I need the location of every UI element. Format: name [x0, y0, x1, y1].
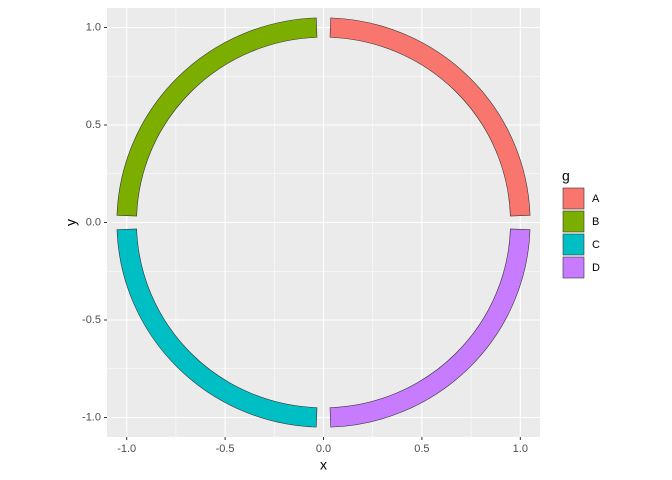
- legend-label: A: [592, 193, 600, 205]
- y-tick-label: 1.0: [86, 21, 101, 33]
- y-tick-label: -0.5: [82, 314, 101, 326]
- x-tick-label: 0.5: [414, 443, 429, 455]
- marks: [116, 17, 531, 428]
- x-tick-label: 0.0: [316, 443, 331, 455]
- y-tick-label: -1.0: [82, 411, 101, 423]
- legend-label: B: [592, 216, 599, 228]
- x-tick-label: -0.5: [216, 443, 235, 455]
- y-axis-label: y: [63, 219, 79, 226]
- y-tick-label: 0.5: [86, 119, 101, 131]
- arc: [329, 17, 531, 217]
- legend-key: [562, 187, 585, 210]
- arc: [116, 17, 318, 217]
- legend-key: [562, 233, 585, 256]
- arc: [329, 228, 531, 428]
- x-tick-label: 1.0: [513, 443, 528, 455]
- x-axis-label: x: [320, 457, 327, 473]
- legend-label: D: [592, 262, 600, 274]
- legend-label: C: [592, 239, 600, 251]
- legend-key: [562, 256, 585, 279]
- arc: [116, 228, 318, 428]
- legend-title: g: [562, 168, 570, 184]
- y-tick-label: 0.0: [86, 216, 101, 228]
- x-tick-label: -1.0: [117, 443, 136, 455]
- legend-key: [562, 210, 585, 233]
